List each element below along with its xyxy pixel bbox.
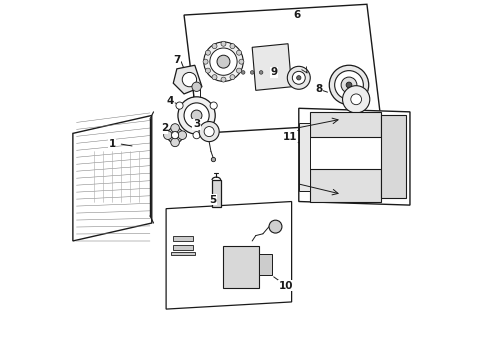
Text: 4: 4 — [166, 96, 173, 106]
Circle shape — [199, 122, 219, 141]
Circle shape — [204, 127, 214, 136]
Circle shape — [335, 71, 364, 99]
Bar — [310, 169, 381, 202]
Circle shape — [230, 75, 235, 80]
Circle shape — [287, 66, 310, 89]
Circle shape — [191, 110, 202, 121]
Text: 10: 10 — [279, 281, 294, 291]
Circle shape — [171, 124, 179, 132]
Circle shape — [293, 71, 305, 84]
Circle shape — [259, 71, 263, 74]
Text: 7: 7 — [173, 55, 180, 65]
Circle shape — [210, 102, 217, 109]
Circle shape — [239, 59, 244, 64]
Circle shape — [230, 44, 235, 49]
Circle shape — [217, 55, 230, 68]
Text: 11: 11 — [283, 132, 297, 142]
Circle shape — [205, 50, 211, 55]
Circle shape — [346, 82, 352, 88]
Circle shape — [212, 75, 217, 80]
Circle shape — [221, 77, 226, 82]
Circle shape — [212, 44, 217, 49]
Text: 9: 9 — [270, 67, 277, 77]
Circle shape — [237, 50, 242, 55]
Text: 6: 6 — [294, 10, 301, 20]
Circle shape — [192, 82, 201, 91]
Circle shape — [221, 41, 226, 46]
Circle shape — [171, 138, 179, 147]
Polygon shape — [299, 108, 410, 205]
Circle shape — [237, 68, 242, 73]
Polygon shape — [73, 116, 152, 241]
Circle shape — [164, 131, 172, 139]
Circle shape — [167, 127, 183, 143]
Bar — [259, 253, 272, 275]
Circle shape — [193, 132, 200, 139]
Polygon shape — [184, 4, 381, 134]
Bar — [173, 245, 193, 250]
Bar — [223, 246, 259, 288]
Circle shape — [329, 65, 368, 105]
Text: 8: 8 — [315, 84, 322, 94]
Circle shape — [182, 72, 196, 87]
Bar — [212, 180, 220, 207]
Polygon shape — [252, 44, 292, 90]
Text: 1: 1 — [109, 139, 116, 149]
Circle shape — [296, 76, 301, 80]
Bar — [299, 123, 310, 191]
Circle shape — [172, 132, 179, 139]
Circle shape — [203, 59, 208, 64]
Circle shape — [269, 220, 282, 233]
Bar — [310, 112, 381, 137]
Circle shape — [178, 97, 215, 134]
Circle shape — [250, 71, 254, 74]
Circle shape — [184, 103, 209, 128]
Text: 2: 2 — [161, 123, 168, 133]
Bar — [173, 236, 193, 241]
Circle shape — [210, 48, 237, 75]
Bar — [381, 116, 406, 198]
Text: 3: 3 — [193, 120, 200, 129]
Circle shape — [205, 68, 211, 73]
Text: 5: 5 — [209, 195, 217, 205]
Circle shape — [176, 102, 183, 109]
Circle shape — [204, 42, 243, 81]
Circle shape — [343, 86, 370, 113]
Polygon shape — [166, 202, 292, 309]
Circle shape — [178, 131, 187, 139]
Bar — [172, 252, 195, 255]
Circle shape — [341, 77, 357, 93]
Polygon shape — [173, 65, 202, 94]
Circle shape — [351, 94, 362, 105]
Circle shape — [211, 157, 216, 162]
Circle shape — [242, 71, 245, 74]
